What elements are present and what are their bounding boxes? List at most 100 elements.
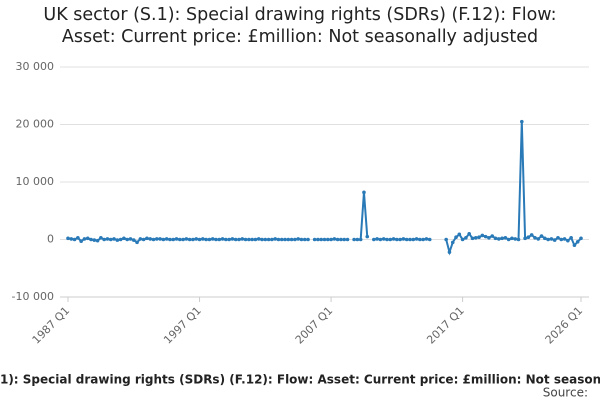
- point: [352, 237, 356, 242]
- point: [322, 237, 327, 242]
- point: [325, 237, 330, 242]
- y-tick-label: 20 000: [16, 118, 55, 131]
- point: [404, 237, 409, 242]
- point: [375, 237, 379, 241]
- point: [168, 237, 172, 242]
- point: [562, 237, 567, 241]
- x-tick-label: 1987 Q1: [30, 304, 73, 347]
- point: [401, 237, 406, 241]
- point: [154, 237, 159, 241]
- point: [191, 237, 195, 242]
- point: [329, 237, 333, 242]
- point: [421, 237, 425, 242]
- point: [362, 190, 366, 195]
- point: [480, 233, 485, 238]
- point: [217, 237, 222, 242]
- point: [549, 237, 554, 241]
- point: [256, 237, 261, 241]
- point: [286, 237, 291, 242]
- point: [513, 237, 518, 241]
- point: [260, 237, 264, 242]
- point: [296, 237, 300, 241]
- point: [506, 237, 511, 242]
- point: [335, 237, 340, 242]
- point: [138, 237, 143, 241]
- point: [520, 119, 524, 124]
- y-tick-label: -10 000: [12, 290, 54, 303]
- point: [408, 237, 412, 242]
- point: [250, 237, 254, 242]
- point: [181, 237, 185, 242]
- point: [543, 236, 547, 241]
- point: [263, 237, 268, 242]
- source: Source:: [543, 386, 588, 400]
- point: [566, 238, 570, 243]
- point: [332, 237, 337, 241]
- point: [483, 234, 488, 239]
- point: [358, 237, 363, 242]
- point: [233, 237, 238, 242]
- point: [112, 237, 116, 241]
- point: [572, 243, 577, 248]
- point: [95, 238, 100, 243]
- point: [99, 235, 103, 240]
- x-tick-label: 2026 Q1: [543, 304, 586, 347]
- point: [66, 236, 70, 241]
- point: [424, 237, 429, 241]
- point: [388, 237, 393, 242]
- point: [273, 237, 277, 241]
- point: [293, 237, 297, 242]
- point: [276, 237, 281, 242]
- point: [102, 237, 106, 242]
- point: [414, 237, 419, 241]
- point: [355, 237, 360, 242]
- point: [240, 237, 245, 241]
- point: [220, 237, 225, 241]
- point: [224, 237, 228, 242]
- point: [122, 236, 126, 241]
- point: [108, 237, 113, 242]
- point: [279, 237, 284, 242]
- point: [289, 237, 294, 242]
- point: [556, 235, 560, 240]
- point: [85, 236, 90, 241]
- point: [69, 237, 74, 241]
- point: [243, 237, 248, 242]
- point: [128, 237, 133, 241]
- point: [552, 238, 557, 242]
- point: [579, 236, 583, 241]
- y-tick-label: 10 000: [16, 175, 55, 188]
- point: [339, 237, 343, 242]
- point: [477, 235, 481, 239]
- x-tick-label: 2007 Q1: [293, 304, 336, 347]
- point: [526, 235, 531, 239]
- point: [306, 237, 310, 242]
- point: [345, 237, 350, 242]
- point: [89, 237, 93, 242]
- point: [391, 237, 396, 241]
- point: [105, 237, 110, 241]
- point: [237, 237, 241, 242]
- point: [316, 237, 320, 242]
- point: [418, 237, 422, 242]
- x-tick-label: 1997 Q1: [161, 304, 204, 347]
- point: [299, 237, 304, 242]
- point: [342, 237, 347, 242]
- point: [447, 250, 452, 254]
- point: [210, 237, 215, 241]
- point: [500, 236, 504, 241]
- point: [493, 236, 498, 241]
- y-tick-label: 30 000: [16, 60, 55, 73]
- point: [79, 239, 83, 244]
- point: [411, 237, 416, 242]
- point: [523, 236, 527, 241]
- point: [312, 237, 317, 242]
- point: [457, 232, 462, 237]
- point: [365, 234, 370, 239]
- point: [559, 237, 564, 242]
- point: [118, 237, 123, 242]
- point: [82, 237, 87, 241]
- point: [115, 238, 120, 242]
- point: [444, 237, 448, 242]
